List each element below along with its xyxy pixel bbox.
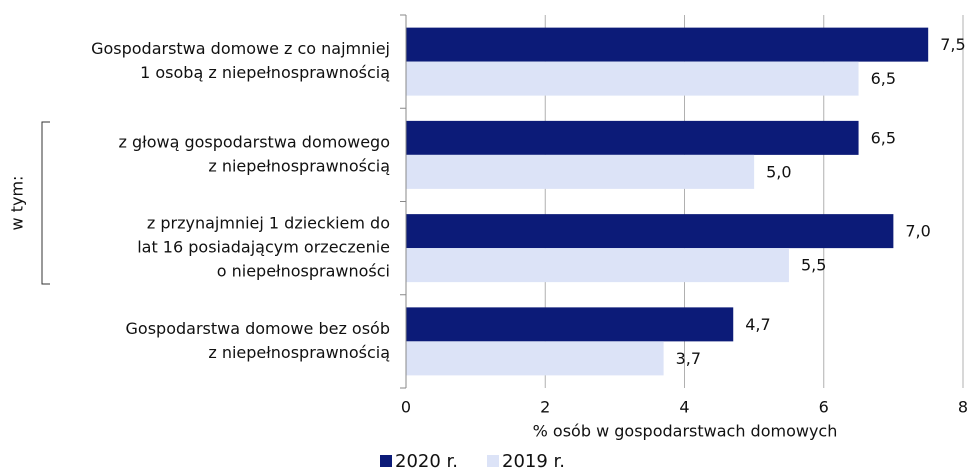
x-tick-label: 2: [540, 398, 550, 417]
category-label: 1 osobą z niepełnosprawnością: [140, 63, 390, 82]
category-label: Gospodarstwa domowe bez osób: [126, 319, 390, 338]
x-tick-label: 0: [401, 398, 411, 417]
category-label: z przynajmniej 1 dzieckiem do: [147, 214, 390, 233]
x-tick-label: 4: [679, 398, 689, 417]
x-axis-label: % osób w gospodarstwach domowych: [533, 422, 838, 441]
bar: [406, 214, 894, 249]
legend-label: 2020 r.: [395, 451, 458, 470]
bar: [406, 248, 789, 283]
category-label: Gospodarstwa domowe z co najmniej: [91, 39, 390, 58]
value-label: 6,5: [871, 69, 896, 88]
bar: [406, 154, 755, 189]
legend-label: 2019 r.: [502, 451, 565, 470]
category-label: z głową gospodarstwa domowego: [119, 132, 391, 151]
value-label: 7,5: [940, 35, 965, 54]
value-label: 7,0: [905, 222, 930, 241]
x-tick-label: 6: [819, 398, 829, 417]
category-label: z niepełnosprawnością: [208, 343, 390, 362]
value-label: 3,7: [676, 349, 701, 368]
x-tick-label: 8: [958, 398, 968, 417]
bar: [406, 27, 929, 62]
bar: [406, 307, 734, 342]
category-label: lat 16 posiadającym orzeczenie: [137, 238, 390, 257]
value-label: 6,5: [871, 128, 896, 147]
category-label: o niepełnosprawności: [217, 262, 390, 281]
bar: [406, 120, 859, 155]
value-label: 4,7: [745, 315, 770, 334]
category-label: z niepełnosprawnością: [208, 156, 390, 175]
bar: [406, 61, 859, 96]
bar: [406, 341, 664, 376]
value-label: 5,5: [801, 256, 826, 275]
legend-swatch: [487, 455, 499, 467]
value-label: 5,0: [766, 162, 791, 181]
annotation: w tym:: [8, 176, 27, 231]
bracket: [41, 121, 50, 285]
legend-swatch: [380, 455, 392, 467]
